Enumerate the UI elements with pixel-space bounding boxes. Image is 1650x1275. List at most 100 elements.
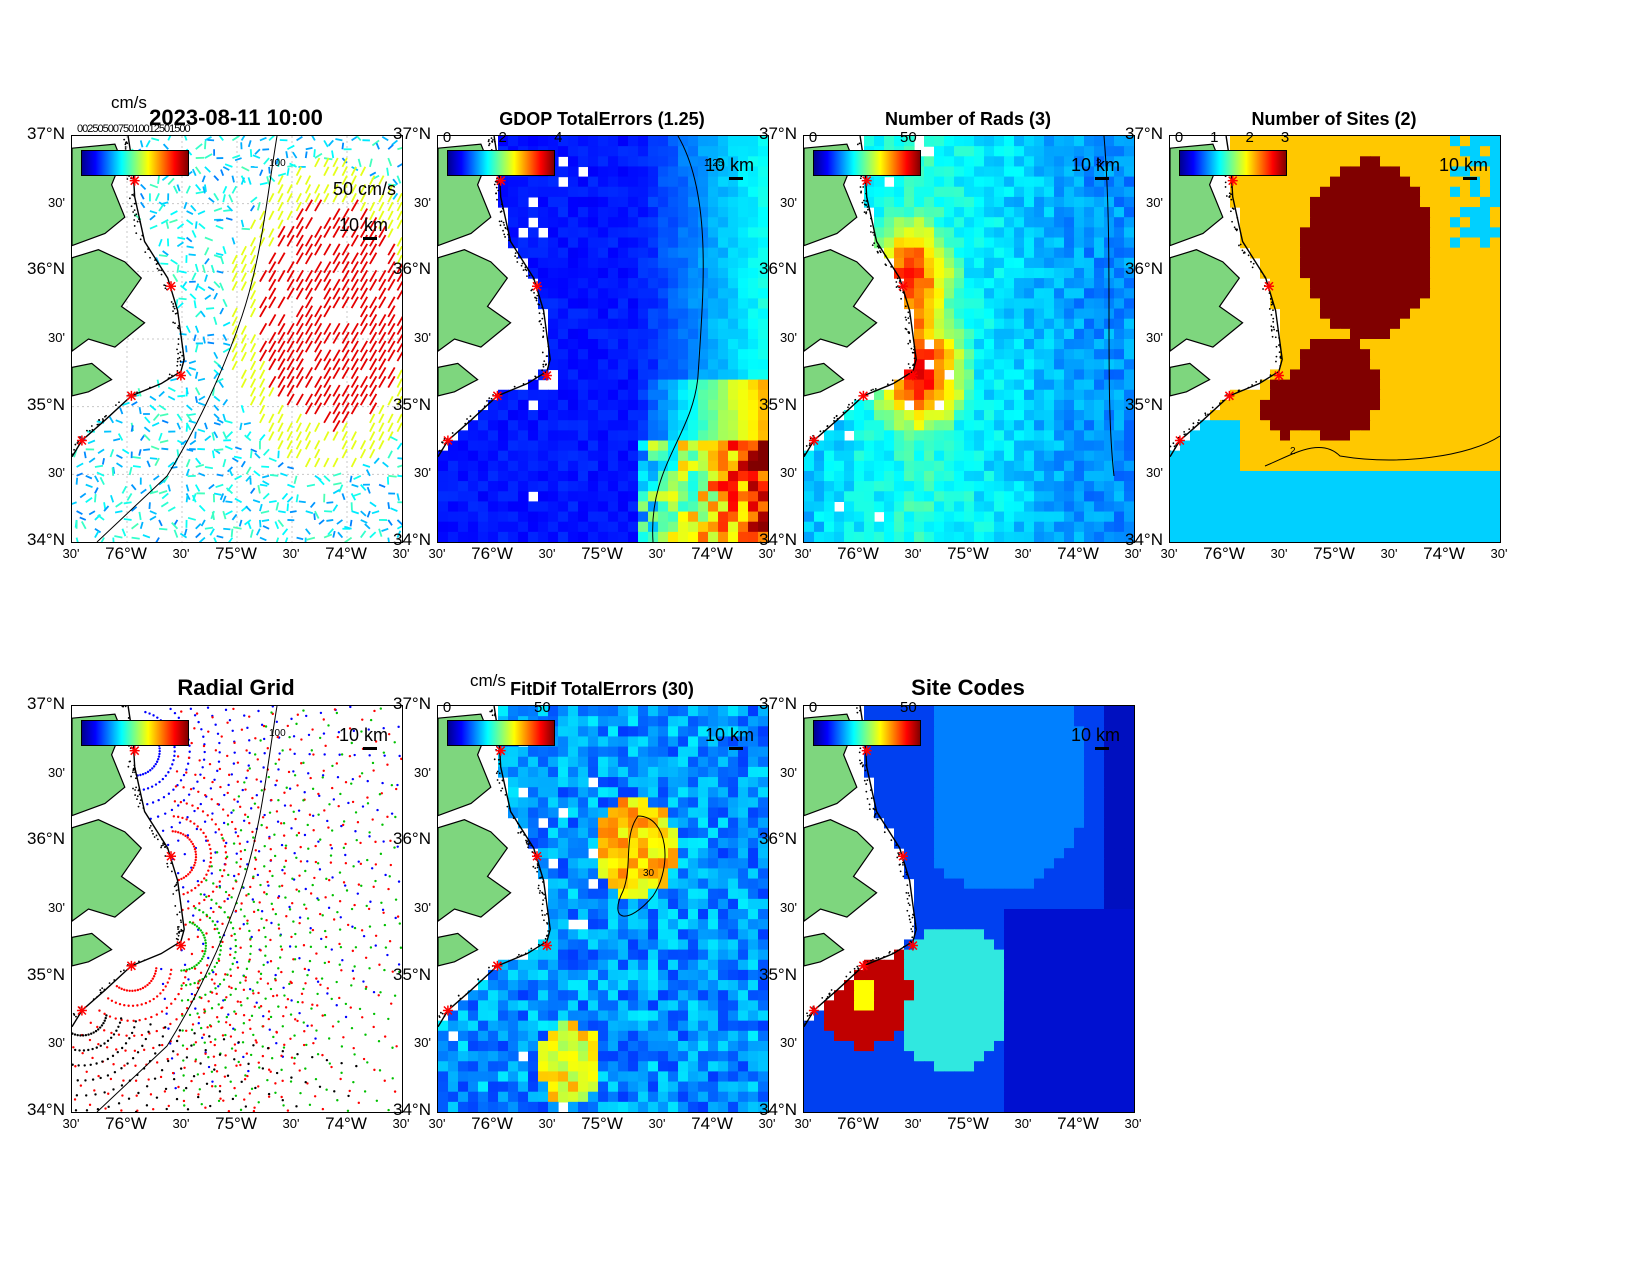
heat-cell — [1430, 511, 1441, 523]
heat-cell — [1440, 328, 1451, 340]
heat-cell — [1034, 278, 1045, 289]
heat-cell — [1350, 207, 1361, 218]
heat-cell — [468, 521, 479, 533]
vector-arrow — [323, 269, 332, 283]
heat-cell — [1260, 217, 1271, 228]
heat-cell — [1074, 308, 1085, 320]
heat-cell — [1180, 511, 1191, 523]
vector-arrow — [277, 384, 286, 397]
vector-arrow — [268, 192, 275, 203]
heat-cell — [1310, 247, 1321, 259]
heat-cell — [1430, 196, 1441, 208]
heat-cell — [1094, 328, 1105, 340]
heat-cell — [984, 257, 995, 269]
heat-cell — [1024, 440, 1035, 452]
vector-arrow — [159, 439, 169, 444]
vector-arrow — [96, 471, 105, 477]
heat-cell — [1290, 207, 1301, 218]
heat-cell — [758, 328, 768, 340]
coast-dot — [1197, 419, 1200, 422]
heat-cell — [1400, 237, 1411, 249]
heat-cell — [1370, 369, 1381, 381]
heat-cell — [1250, 237, 1261, 249]
heat-cell — [874, 237, 885, 249]
heat-cell — [904, 267, 915, 279]
vector-arrow — [170, 258, 178, 265]
heat-cell — [1094, 318, 1105, 330]
heat-cell — [528, 430, 539, 442]
vector-arrow — [396, 422, 402, 433]
heat-cell — [748, 511, 759, 523]
heat-cell — [738, 308, 749, 320]
heat-cell — [758, 227, 768, 239]
heat-cell — [538, 491, 549, 502]
heat-cell — [894, 267, 905, 279]
site-marker — [858, 390, 869, 401]
x-tick-label: 30' — [1160, 546, 1178, 561]
heat-cell — [1310, 288, 1321, 299]
heat-cell — [1310, 278, 1321, 289]
vector-arrow — [256, 528, 261, 536]
heat-cell — [728, 389, 739, 401]
heat-cell — [1024, 308, 1035, 320]
heat-cell — [964, 531, 975, 542]
heat-cell — [578, 501, 589, 513]
heat-cell — [568, 237, 579, 249]
heat-cell — [688, 511, 699, 523]
vector-arrow — [152, 413, 160, 421]
vector-arrow — [369, 366, 378, 380]
vector-arrow — [359, 278, 368, 291]
vector-arrow — [287, 483, 295, 489]
heat-cell — [1084, 207, 1095, 218]
heat-cell — [1064, 237, 1075, 249]
heat-cell — [984, 146, 995, 157]
heat-cell — [738, 257, 749, 269]
heat-cell — [1280, 186, 1291, 198]
heat-cell — [894, 481, 905, 492]
heat-cell — [488, 481, 499, 492]
heat-cell — [934, 491, 945, 502]
vector-arrow — [396, 395, 402, 406]
heat-cell — [528, 420, 539, 431]
heat-cell — [708, 136, 719, 147]
vector-arrow — [286, 422, 293, 433]
vector-arrow — [362, 463, 371, 468]
heat-cell — [718, 166, 729, 178]
vector-arrow — [369, 440, 376, 450]
vector-arrow — [332, 331, 341, 344]
vector-arrow — [268, 237, 275, 247]
heat-cell — [658, 328, 669, 340]
vector-arrow — [185, 404, 193, 411]
heat-cell — [578, 288, 589, 299]
heat-cell — [748, 521, 759, 533]
heat-cell — [1340, 196, 1351, 208]
heat-cell — [1014, 186, 1025, 198]
heat-cell — [1370, 196, 1381, 208]
heat-cell — [488, 491, 499, 502]
coast-dot — [858, 142, 861, 145]
heat-cell — [814, 501, 825, 513]
coast-dot — [133, 219, 136, 221]
heat-cell — [1084, 267, 1095, 279]
heat-cell — [1330, 176, 1341, 188]
heat-cell — [628, 136, 639, 147]
heat-cell — [874, 186, 885, 198]
heat-cell — [648, 237, 659, 249]
x-tick-label: 30' — [1380, 546, 1398, 561]
heat-cell — [964, 207, 975, 218]
heat-cell — [1280, 491, 1291, 502]
heat-cell — [894, 460, 905, 472]
radial-grid-dots — [72, 706, 402, 1112]
heat-cell — [914, 196, 925, 208]
vector-arrow — [369, 314, 378, 327]
heat-cell — [578, 196, 589, 208]
heat-cell — [658, 460, 669, 472]
vector-arrow — [295, 269, 304, 283]
heat-cell — [1350, 460, 1361, 472]
vector-arrow — [309, 501, 316, 509]
heat-cell — [1310, 440, 1321, 452]
heat-cell — [1300, 369, 1311, 381]
heat-cell — [914, 288, 925, 299]
coast-dot — [851, 402, 854, 404]
coast-dot — [863, 199, 865, 202]
